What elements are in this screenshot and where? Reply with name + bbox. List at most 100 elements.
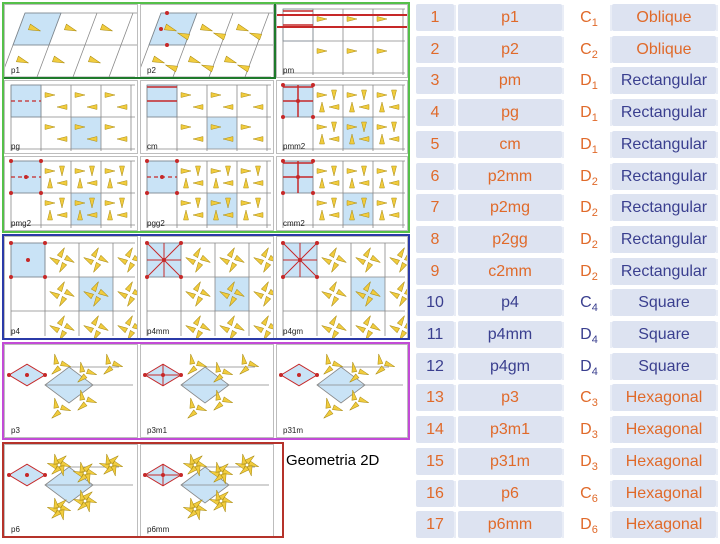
motif-mark: [376, 48, 388, 54]
column-divider: [454, 131, 456, 158]
column-divider: [562, 258, 564, 285]
column-divider: [610, 512, 612, 539]
column-divider: [716, 385, 718, 412]
motif-mark: [379, 177, 385, 189]
table-row: 6 p2mm D2 Rectangular: [414, 161, 720, 193]
motif-mark: [376, 200, 388, 206]
motif-mark: [241, 353, 248, 365]
motif-mark: [331, 165, 337, 177]
motif-mark: [362, 247, 371, 258]
rotation-center: [9, 191, 13, 195]
row-number: 11: [416, 321, 454, 348]
motif-mark: [27, 23, 41, 32]
motif-mark: [222, 180, 234, 186]
point-group-letter: D: [580, 516, 592, 534]
column-divider: [716, 226, 718, 253]
motif-mark: [263, 330, 272, 338]
motif-mark: [177, 32, 191, 41]
lattice-system: Hexagonal: [612, 479, 716, 507]
motif-mark: [132, 254, 137, 263]
tile-pattern: [9, 159, 135, 228]
motif-mark: [104, 124, 116, 130]
motif-mark: [222, 396, 233, 403]
motif-mark: [86, 496, 97, 503]
motif-mark: [219, 325, 230, 334]
point-group: D2: [564, 226, 614, 253]
group-symbol: p2gg: [458, 225, 562, 253]
tile-label: p2: [147, 66, 156, 75]
motif-mark: [200, 322, 211, 331]
table-row: 15 p31m D3 Hexagonal: [414, 446, 720, 478]
point-group: D2: [564, 163, 614, 190]
motif-mark: [77, 401, 88, 411]
group-symbol: p4mm: [458, 321, 562, 348]
motif-mark: [86, 212, 98, 218]
motif-mark: [361, 197, 367, 209]
motif-mark: [49, 291, 60, 300]
motif-mark: [328, 104, 340, 110]
rotation-center: [145, 159, 149, 163]
motif-mark: [240, 200, 252, 206]
motif-mark: [365, 330, 374, 338]
point-group-letter: D: [580, 135, 592, 153]
row-number: 2: [416, 35, 454, 63]
lattice-system: Oblique: [612, 35, 716, 63]
motif-mark: [74, 124, 86, 130]
motif-mark: [229, 296, 238, 307]
motif-mark: [361, 121, 367, 133]
motif-mark: [319, 177, 325, 189]
column-divider: [716, 163, 718, 190]
table-row: 14 p3m1 D3 Hexagonal: [414, 414, 720, 446]
point-group: D2: [564, 194, 614, 221]
unit-cell-highlight: [215, 277, 249, 311]
motif-mark: [74, 168, 86, 174]
motif-mark: [234, 254, 245, 263]
column-divider: [454, 322, 456, 348]
motif-mark: [196, 460, 207, 467]
motif-mark: [331, 262, 340, 273]
motif-mark: [112, 460, 123, 467]
motif-mark: [332, 404, 343, 411]
point-group-order: 2: [591, 48, 598, 61]
motif-mark: [79, 389, 86, 401]
motif-mark: [59, 262, 68, 273]
motif-mark: [215, 489, 222, 501]
motif-mark: [189, 453, 196, 465]
point-group-letter: C: [580, 484, 592, 502]
point-group-letter: D: [580, 326, 592, 343]
rotation-center: [25, 373, 29, 377]
motif-mark: [351, 361, 358, 373]
column-divider: [562, 5, 564, 31]
lattice-system: Rectangular: [612, 67, 716, 95]
tile-p4gm: p4gm: [276, 236, 408, 339]
motif-mark: [243, 209, 249, 221]
motif-mark: [260, 281, 269, 292]
motif-mark: [98, 254, 109, 263]
tile-p1: p1: [4, 4, 138, 78]
motif-mark: [189, 353, 196, 365]
table-row: 5 cm D1 Rectangular: [414, 129, 720, 161]
motif-mark: [194, 465, 201, 477]
motif-mark: [73, 499, 84, 506]
motif-mark: [404, 288, 407, 297]
motif-mark: [47, 177, 53, 189]
column-divider: [562, 480, 564, 507]
motif-mark: [56, 247, 65, 258]
motif-mark: [60, 360, 71, 367]
tile-pattern: [143, 353, 269, 419]
tile-label: cm: [147, 142, 158, 151]
motif-mark: [192, 281, 201, 292]
motif-mark: [165, 64, 179, 73]
motif-mark: [388, 104, 400, 110]
rotation-center: [165, 11, 169, 15]
tile-pattern: [10, 84, 135, 151]
motif-mark: [229, 330, 238, 338]
motif-mark: [93, 296, 102, 307]
motif-mark: [349, 209, 355, 221]
lattice-system: Rectangular: [612, 257, 716, 285]
motif-mark: [83, 325, 94, 334]
tile-label: p31m: [283, 426, 304, 435]
point-group: C2: [564, 36, 614, 63]
motif-mark: [60, 404, 71, 411]
motif-mark: [87, 55, 101, 64]
